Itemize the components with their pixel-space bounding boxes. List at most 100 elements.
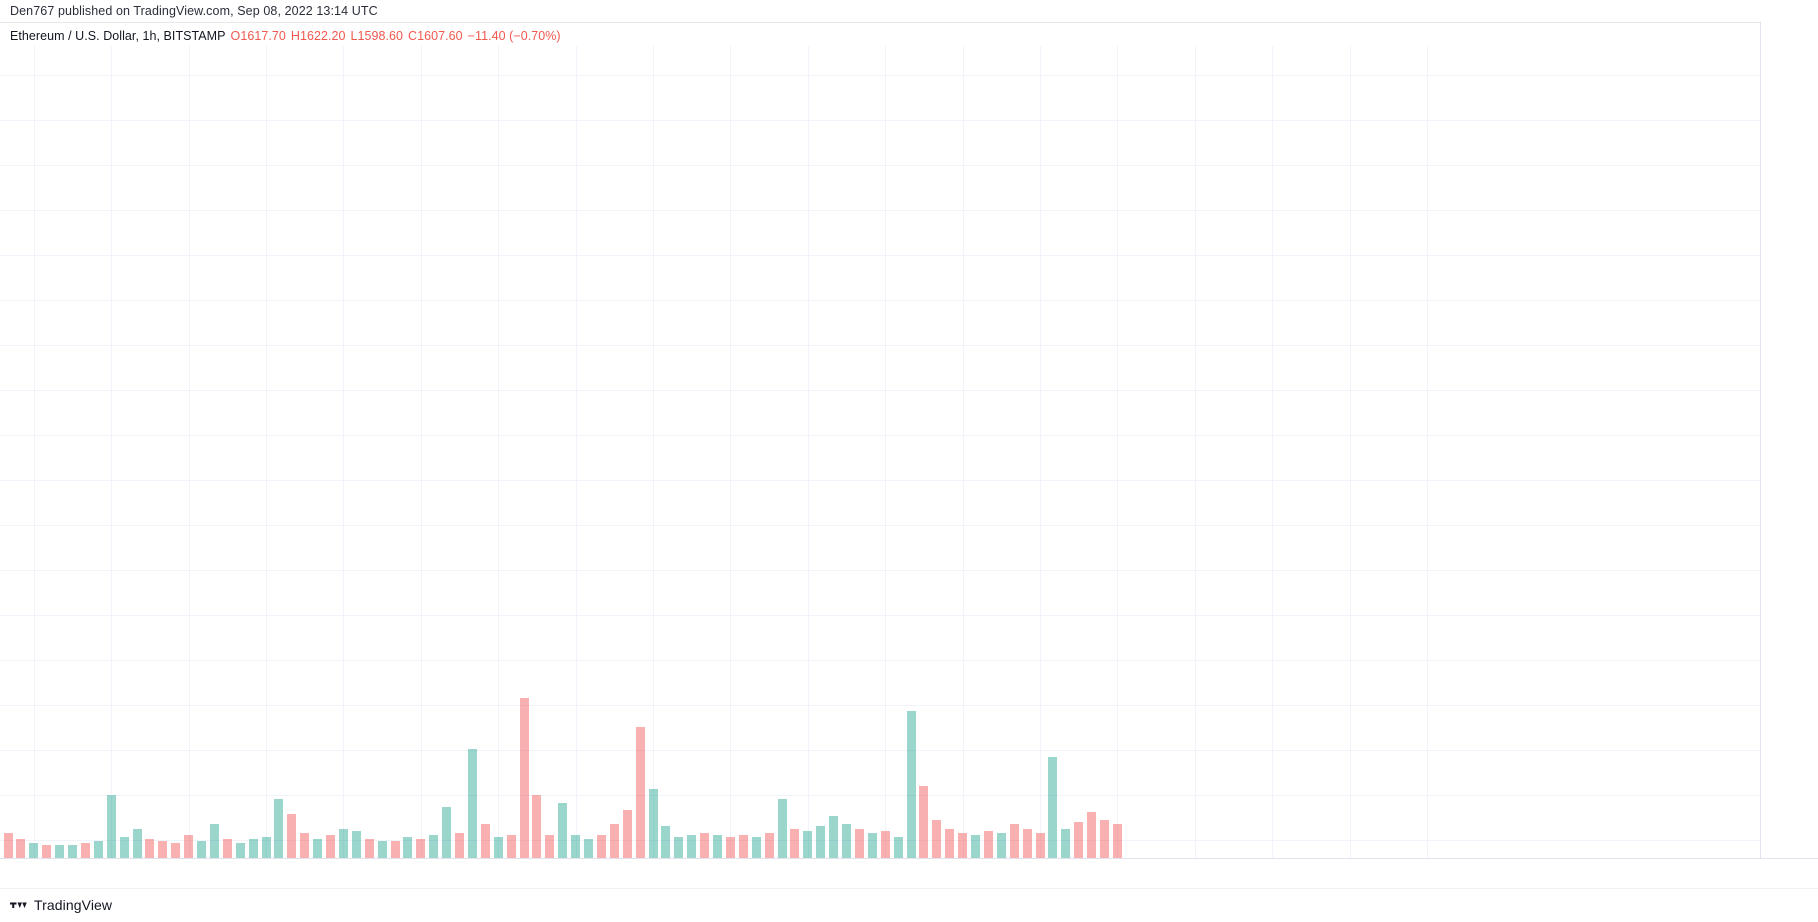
volume-bar	[880, 830, 890, 858]
volume-bar	[596, 834, 606, 858]
volume-bar	[1087, 811, 1097, 858]
volume-bar	[390, 841, 400, 858]
volume-bar	[700, 832, 710, 858]
legend-close-value: 1607.60	[417, 29, 463, 43]
volume-bar	[261, 836, 271, 858]
grid-line-vertical	[1195, 46, 1196, 858]
grid-line-horizontal	[0, 210, 1760, 212]
grid-line-vertical	[343, 46, 344, 858]
grid-line-vertical	[111, 46, 112, 858]
volume-bar	[326, 834, 335, 858]
grid-line-vertical	[1272, 46, 1273, 858]
grid-line-vertical	[885, 46, 886, 858]
grid-line-vertical	[963, 46, 964, 858]
time-axis-divider	[0, 858, 1818, 859]
volume-bar	[983, 830, 993, 858]
volume-bar	[235, 843, 245, 858]
volume-bar	[829, 815, 839, 858]
grid-line-vertical	[1117, 46, 1118, 858]
volume-bar	[532, 794, 542, 858]
grid-line-horizontal	[0, 390, 1760, 392]
volume-bar	[29, 843, 39, 858]
grid-line-horizontal	[0, 750, 1760, 752]
grid-line-horizontal	[0, 525, 1760, 527]
volume-bar	[738, 834, 748, 858]
volume-bar	[842, 824, 851, 858]
header-divider	[0, 22, 1818, 23]
volume-bar	[55, 845, 65, 858]
time-axis[interactable]	[0, 859, 1760, 888]
volume-bar	[158, 841, 168, 858]
volume-bar	[622, 809, 632, 858]
grid-line-vertical	[1040, 46, 1041, 858]
volume-bar	[16, 839, 26, 858]
footer-branding: TradingView	[10, 897, 112, 913]
grid-line-horizontal	[0, 120, 1760, 122]
volume-bar	[93, 841, 103, 858]
volume-bar	[119, 836, 129, 858]
grid-line-vertical	[266, 46, 267, 858]
volume-bar	[467, 748, 477, 858]
volume-bar	[274, 799, 284, 858]
grid-line-horizontal	[0, 840, 1760, 841]
tradingview-logo-icon	[10, 902, 27, 908]
grid-line-horizontal	[0, 345, 1760, 347]
volume-bar	[248, 839, 258, 858]
grid-line-vertical	[576, 46, 577, 858]
grid-line-horizontal	[0, 705, 1760, 707]
grid-line-horizontal	[0, 795, 1760, 797]
volume-bar	[751, 836, 761, 858]
legend-open-label: O	[230, 29, 241, 43]
volume-bar	[1035, 832, 1045, 858]
volume-bar	[713, 834, 722, 858]
volume-bar	[764, 832, 774, 858]
volume-bar	[971, 834, 980, 858]
grid-line-horizontal	[0, 300, 1760, 302]
volume-bar	[197, 841, 206, 858]
volume-bar	[545, 834, 555, 858]
chart-legend: Ethereum / U.S. Dollar, 1h, BITSTAMP O161…	[10, 29, 561, 43]
volume-bar	[442, 807, 452, 858]
volume-bar	[455, 832, 464, 858]
grid-line-vertical	[189, 46, 190, 858]
volume-bar	[1074, 822, 1084, 858]
volume-bar	[338, 828, 348, 858]
volume-bar	[42, 845, 52, 858]
price-axis[interactable]	[1761, 22, 1818, 858]
grid-line-horizontal	[0, 570, 1760, 572]
volume-bar	[364, 839, 374, 858]
grid-line-vertical	[498, 46, 499, 858]
legend-low-value: 1598.60	[357, 29, 404, 43]
volume-bar	[132, 828, 142, 858]
volume-bar	[661, 826, 671, 858]
grid-line-horizontal	[0, 660, 1760, 662]
volume-bar	[648, 788, 658, 858]
volume-bar	[351, 830, 361, 858]
volume-bar	[313, 839, 323, 858]
grid-line-vertical	[1350, 46, 1351, 858]
chart-plot-area[interactable]	[0, 46, 1760, 858]
grid-line-horizontal	[0, 435, 1760, 437]
volume-bar	[958, 832, 968, 858]
volume-bar	[932, 820, 942, 858]
volume-bar	[209, 824, 219, 858]
volume-bar	[919, 786, 929, 858]
volume-bar	[867, 832, 877, 858]
legend-symbol[interactable]: Ethereum / U.S. Dollar, 1h, BITSTAMP	[10, 29, 226, 43]
volume-bar	[816, 826, 826, 858]
grid-line-vertical	[730, 46, 731, 858]
volume-bar	[996, 832, 1006, 858]
volume-bar	[106, 794, 116, 858]
grid-line-horizontal	[0, 75, 1760, 77]
volume-bar	[1022, 828, 1032, 858]
volume-bar	[429, 834, 439, 858]
volume-bar	[1100, 820, 1109, 858]
volume-bar	[519, 698, 529, 858]
attribution-text: Den767 published on TradingView.com, Sep…	[10, 4, 378, 18]
grid-line-horizontal	[0, 480, 1760, 482]
volume-bar	[300, 832, 310, 858]
volume-bar	[493, 836, 503, 858]
volume-bar	[945, 828, 955, 858]
legend-high-value: 1622.20	[299, 29, 346, 43]
volume-bar	[1009, 824, 1019, 858]
